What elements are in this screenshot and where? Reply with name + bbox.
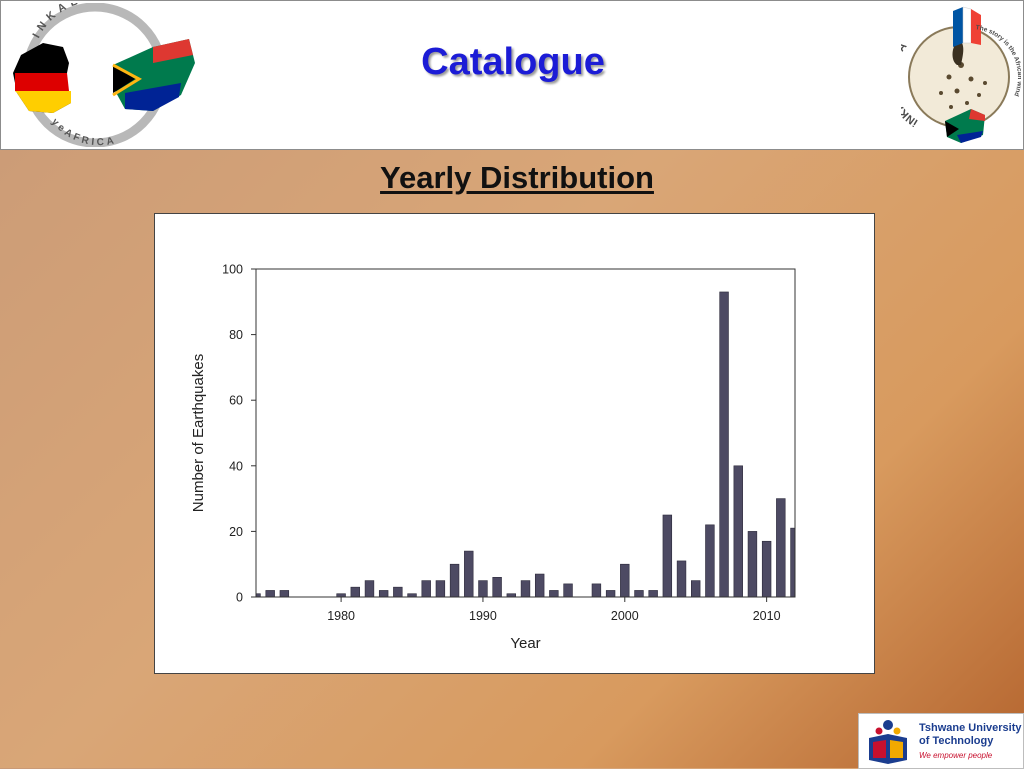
bar-2004 xyxy=(676,560,687,598)
inkaba-africa-logo: iNKABA AFRICA The story is the African w… xyxy=(901,6,1021,143)
bar-1995 xyxy=(549,590,559,598)
bar-1993 xyxy=(520,580,531,598)
earthquake-crowd-icon xyxy=(939,41,987,109)
bar-1984 xyxy=(393,586,403,598)
bar-2008 xyxy=(733,465,743,598)
slide-header: INKABA yeAFRICA Catalogue xyxy=(0,0,1024,150)
south-africa-flag-icon xyxy=(945,109,985,143)
slide-subtitle-text: Yearly Distribution xyxy=(380,160,654,195)
tut-emblem-icon xyxy=(869,720,907,764)
bar-2000 xyxy=(620,563,630,598)
plot-area-border xyxy=(255,268,796,598)
svg-text:yeAFRICA: yeAFRICA xyxy=(49,117,118,147)
bar-2007 xyxy=(719,291,729,598)
x-axis: 1980 1990 2000 2010 xyxy=(327,597,781,623)
bar-1990 xyxy=(478,580,488,598)
bar-1988 xyxy=(449,563,460,598)
x-tick-label: 1980 xyxy=(327,609,355,623)
slide-subtitle: Yearly Distribution xyxy=(0,160,1024,196)
x-tick-label: 1990 xyxy=(469,609,497,623)
bar-1994 xyxy=(534,573,545,598)
y-axis-label: Number of Earthquakes xyxy=(190,354,207,512)
inkaba-logo: INKABA yeAFRICA xyxy=(13,3,195,147)
bar-2010 xyxy=(761,540,772,598)
x-tick-label: 2000 xyxy=(611,609,639,623)
bar-1999 xyxy=(605,590,616,598)
tut-name-line2: of Technology xyxy=(919,735,994,747)
bar-2009 xyxy=(747,531,758,598)
page-title: Catalogue xyxy=(421,41,605,83)
bar-2002 xyxy=(648,590,658,598)
y-tick-label: 0 xyxy=(236,591,243,605)
france-flag-icon xyxy=(953,6,981,47)
bar-1986 xyxy=(421,580,431,598)
bar-1996 xyxy=(563,583,573,598)
y-axis: 0 20 40 60 80 100 xyxy=(222,263,256,605)
y-tick-label: 40 xyxy=(229,459,243,473)
bar-1981 xyxy=(350,586,360,598)
bar-2003 xyxy=(662,514,673,598)
y-tick-label: 60 xyxy=(229,394,243,408)
bar-1982 xyxy=(364,580,375,598)
logo-text-bottom: yeAFRICA xyxy=(49,117,115,147)
bar-2006 xyxy=(705,524,715,598)
tut-tagline: We empower people xyxy=(919,751,993,760)
germany-flag-icon xyxy=(13,43,71,113)
bar-1998 xyxy=(591,583,602,598)
bar-2001 xyxy=(634,590,644,598)
tut-name-line1: Tshwane University xyxy=(919,722,1022,734)
bar-2005 xyxy=(691,580,701,598)
bar-1975 xyxy=(265,590,275,598)
earthquake-bar-chart: 0 20 40 60 80 100 1980 1990 2000 2010 Year Numbe… xyxy=(190,263,796,652)
bar-2012 xyxy=(790,527,796,598)
x-tick-label: 2010 xyxy=(753,609,781,623)
y-tick-label: 20 xyxy=(229,525,243,539)
bar-1987 xyxy=(435,580,446,598)
chart-frame: 0 20 40 60 80 100 1980 1990 2000 2010 Year Numbe… xyxy=(154,213,875,674)
y-tick-label: 100 xyxy=(222,263,243,277)
bar-2011 xyxy=(776,498,786,598)
bar-1989 xyxy=(464,550,474,598)
y-tick-label: 80 xyxy=(229,328,243,342)
bar-1991 xyxy=(492,577,502,598)
bar-1983 xyxy=(378,590,389,598)
tut-logo: Tshwane University of Technology We empo… xyxy=(858,713,1024,769)
south-africa-flag-icon xyxy=(112,39,195,111)
bar-group xyxy=(255,291,796,598)
bar-1976 xyxy=(279,590,290,598)
x-axis-label: Year xyxy=(510,635,540,652)
